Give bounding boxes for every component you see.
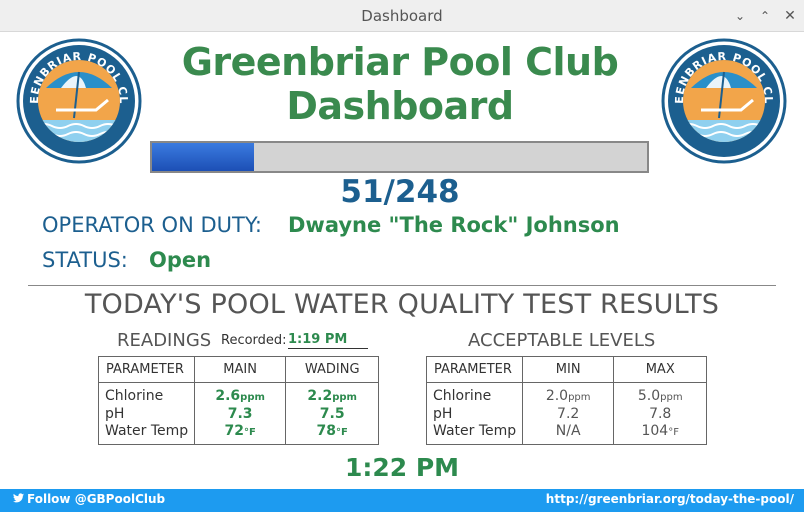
reading-cell: 7.3: [193, 404, 287, 423]
reading-cell: 7.5: [285, 404, 379, 423]
levels-title: ACCEPTABLE LEVELS: [468, 330, 656, 351]
readings-title: READINGS: [117, 330, 212, 351]
reading-value: 72: [224, 423, 244, 440]
unit-label: ppm: [240, 391, 265, 403]
level-value: 7.2: [557, 405, 580, 422]
current-time: 1:22 PM: [344, 453, 460, 482]
column-header: MIN: [521, 356, 615, 383]
column-header: PARAMETER: [98, 356, 195, 383]
footer-url-link[interactable]: http://greenbriar.org/today-the-pool/: [545, 492, 794, 506]
window-titlebar: Dashboard ⌄ ⌃ ✕: [0, 0, 804, 32]
club-logo-left: GREENBRIAR POOL CLUB: [16, 38, 142, 164]
collapse-icon[interactable]: ⌄: [734, 9, 746, 23]
unit-label: ppm: [332, 391, 357, 403]
status-value: Open: [149, 248, 212, 272]
capacity-count: 51/248: [340, 174, 460, 210]
results-title: TODAY'S POOL WATER QUALITY TEST RESULTS: [84, 289, 720, 320]
parameter-name: Water Temp: [426, 422, 523, 445]
table-row: pH 7.2 7.8: [426, 404, 707, 423]
level-value: N/A: [555, 423, 581, 440]
column-header: PARAMETER: [426, 356, 523, 383]
level-cell: 7.8: [613, 404, 707, 423]
table-row: Water Temp 72°F 78°F: [98, 422, 379, 445]
level-cell: N/A: [521, 422, 615, 445]
level-cell: 5.0ppm: [613, 382, 707, 405]
twitter-bird-icon: [13, 493, 24, 503]
levels-table: PARAMETER MIN MAX Chlorine 2.0ppm 5.0ppm…: [426, 356, 707, 445]
reading-value: 7.3: [227, 405, 253, 422]
footer-bar: Follow @GBPoolClub http://greenbriar.org…: [0, 489, 804, 512]
page-title: Greenbriar Pool Club: [181, 40, 619, 84]
recorded-time: 1:19 PM: [288, 332, 368, 349]
unit-label: °F: [243, 427, 256, 439]
page-subtitle: Dashboard: [286, 84, 514, 128]
reading-cell: 2.2ppm: [285, 382, 379, 405]
parameter-name: Chlorine: [98, 382, 195, 405]
level-value: 104: [641, 423, 669, 440]
table-row: Chlorine 2.0ppm 5.0ppm: [426, 382, 707, 405]
column-header: MAIN: [193, 356, 287, 383]
reading-value: 78: [316, 423, 337, 440]
twitter-handle: Follow @GBPoolClub: [27, 492, 166, 506]
parameter-name: pH: [98, 404, 195, 423]
column-header: WADING: [285, 356, 379, 383]
table-header-row: PARAMETER MAIN WADING: [98, 356, 379, 383]
recorded-label: Recorded:: [221, 333, 287, 348]
unit-label: ppm: [568, 391, 591, 403]
reading-cell: 72°F: [193, 422, 287, 445]
capacity-progress-fill: [152, 143, 254, 171]
table-row: Chlorine 2.6ppm 2.2ppm: [98, 382, 379, 405]
capacity-progress-bar: [150, 141, 649, 173]
level-cell: 104°F: [613, 422, 707, 445]
divider: [28, 285, 776, 286]
close-icon[interactable]: ✕: [784, 8, 796, 24]
window-title: Dashboard: [361, 7, 443, 25]
status-label: STATUS:: [42, 248, 128, 272]
table-row: Water Temp N/A 104°F: [426, 422, 707, 445]
level-value: 2.0: [545, 387, 569, 404]
unit-label: ppm: [660, 391, 683, 403]
reading-value: 7.5: [319, 405, 345, 422]
readings-table: PARAMETER MAIN WADING Chlorine 2.6ppm 2.…: [98, 356, 379, 445]
operator-label: OPERATOR ON DUTY:: [42, 213, 262, 237]
parameter-name: Water Temp: [98, 422, 195, 445]
column-header: MAX: [613, 356, 707, 383]
reading-value: 2.6: [215, 387, 241, 404]
reading-value: 2.2: [307, 387, 333, 404]
unit-label: °F: [668, 427, 679, 439]
maximize-icon[interactable]: ⌃: [759, 9, 771, 23]
twitter-link[interactable]: Follow @GBPoolClub: [13, 492, 165, 506]
reading-cell: 78°F: [285, 422, 379, 445]
level-cell: 7.2: [521, 404, 615, 423]
operator-name: Dwayne "The Rock" Johnson: [288, 213, 620, 237]
table-header-row: PARAMETER MIN MAX: [426, 356, 707, 383]
unit-label: °F: [336, 427, 348, 439]
level-value: 7.8: [649, 405, 672, 422]
level-value: 5.0: [637, 387, 661, 404]
reading-cell: 2.6ppm: [193, 382, 287, 405]
club-logo-right: GREENBRIAR POOL CLUB: [661, 38, 787, 164]
parameter-name: Chlorine: [426, 382, 523, 405]
parameter-name: pH: [426, 404, 523, 423]
table-row: pH 7.3 7.5: [98, 404, 379, 423]
level-cell: 2.0ppm: [521, 382, 615, 405]
